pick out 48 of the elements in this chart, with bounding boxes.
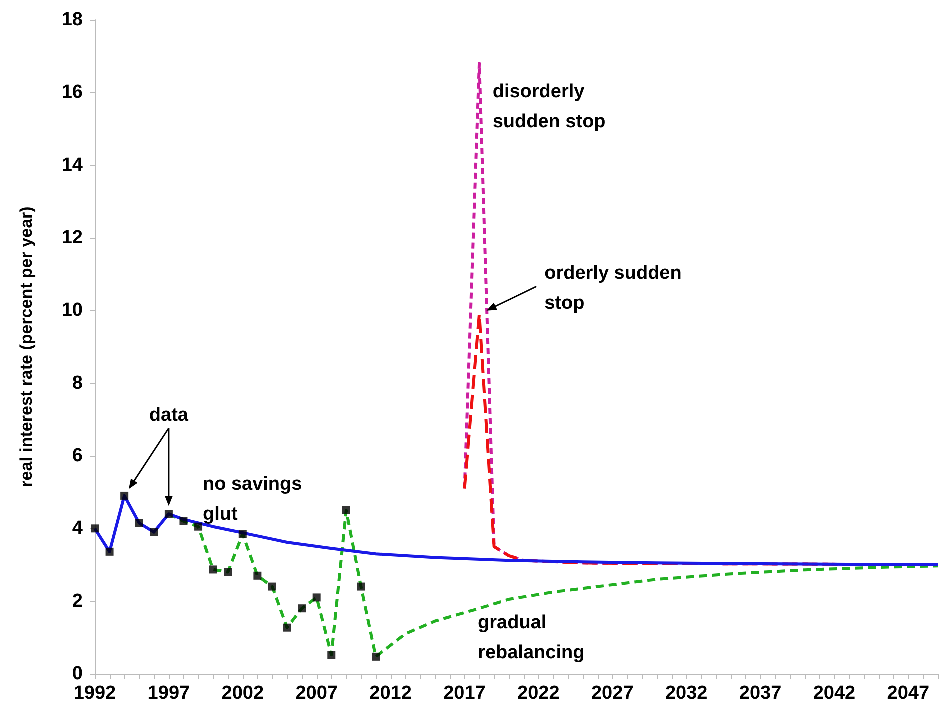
- x-tick-label: 1997: [148, 683, 190, 704]
- point: [150, 528, 158, 536]
- y-tick-label: 2: [72, 590, 83, 612]
- x-tick-label: 2037: [739, 683, 782, 704]
- point: [268, 582, 276, 591]
- x-tick-label: 2017: [444, 683, 486, 704]
- point: [91, 524, 99, 533]
- point: [120, 492, 129, 500]
- x-tick-label: 2042: [813, 683, 856, 704]
- x-tick-label: 2012: [370, 683, 412, 704]
- point: [106, 548, 114, 556]
- annotation: gradual rebalancing: [478, 612, 585, 664]
- y-tick-label: 0: [72, 664, 83, 684]
- point: [342, 506, 350, 514]
- annotation: data: [149, 404, 189, 426]
- point: [224, 568, 232, 576]
- y-tick-label: 10: [62, 300, 83, 322]
- point: [135, 519, 144, 528]
- y-tick-label: 16: [62, 82, 83, 104]
- x-tick-label: 1992: [74, 683, 116, 704]
- y-tick-label: 8: [72, 372, 83, 394]
- point: [357, 582, 366, 591]
- point: [298, 604, 306, 613]
- point: [164, 510, 173, 518]
- point: [312, 594, 321, 602]
- x-tick-label: 2047: [887, 683, 930, 704]
- y-tick-label: 18: [62, 10, 83, 30]
- annotation: orderly sudden stop: [544, 263, 688, 314]
- point: [194, 522, 203, 531]
- y-tick-label: 6: [72, 446, 83, 466]
- x-tick-label: 2032: [665, 683, 708, 704]
- point: [372, 652, 380, 661]
- point: [254, 572, 262, 580]
- point: [283, 624, 292, 632]
- x-tick-label: 2007: [296, 683, 338, 704]
- y-tick-label: 14: [62, 154, 84, 176]
- y-tick-label: 12: [62, 228, 83, 248]
- point: [328, 651, 336, 660]
- point: [238, 530, 247, 538]
- point: [209, 566, 218, 574]
- annotation: no savings glut: [202, 474, 308, 525]
- x-tick-label: 2002: [222, 683, 264, 704]
- y-tick-label: 4: [72, 518, 84, 540]
- y-axis-title: real interest rate (percent per year): [17, 206, 36, 488]
- x-tick-label: 2027: [591, 683, 634, 704]
- x-tick-label: 2022: [518, 683, 560, 704]
- point: [180, 517, 188, 526]
- annotation: disorderly sudden stop: [492, 82, 606, 133]
